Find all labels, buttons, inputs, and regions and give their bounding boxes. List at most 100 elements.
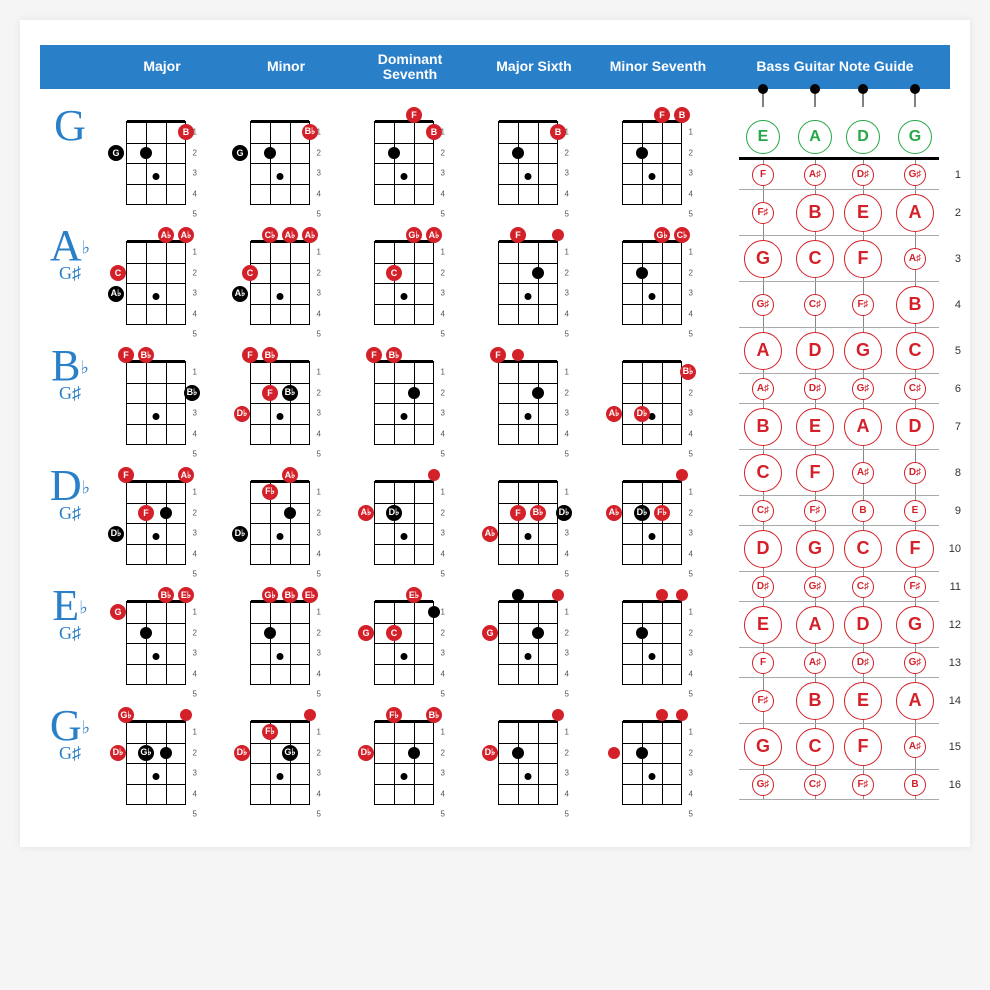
- chord-note: G♭: [138, 745, 154, 761]
- chord-note: C: [386, 625, 402, 641]
- header-min7: Minor Seventh: [596, 55, 720, 78]
- guide-note: C♯: [752, 500, 774, 522]
- chord-note: [636, 627, 648, 639]
- chord-note: C♭: [674, 227, 690, 243]
- guide-fret-number: 2: [955, 207, 961, 219]
- chord-diagram: 12345A♭D♭: [356, 467, 464, 577]
- chord-note: [608, 747, 620, 759]
- open-string-note: G: [898, 120, 932, 154]
- chord-note: D♭: [556, 505, 572, 521]
- guide-note: F: [896, 530, 934, 568]
- chord-cell: 12345A♭A♭CA♭: [100, 227, 224, 337]
- chord-note: B♭: [426, 707, 442, 723]
- chord-note: E♭: [178, 587, 194, 603]
- guide-note: G♯: [752, 294, 774, 316]
- chord-note: B♭: [386, 347, 402, 363]
- chord-cell: 12345F: [472, 227, 596, 337]
- chord-diagram: 12345G♭D♭G♭: [108, 707, 216, 817]
- guide-fret-number: 7: [955, 421, 961, 433]
- header-row: Major Minor Dominant Seventh Major Sixth…: [40, 45, 950, 89]
- guide-note: A♯: [904, 248, 926, 270]
- chord-note: A♭: [358, 505, 374, 521]
- guide-note: D: [844, 606, 882, 644]
- chord-diagram: 12345FB: [356, 107, 464, 217]
- chord-note: [428, 469, 440, 481]
- guide-note: A: [744, 332, 782, 370]
- guide-note: G: [744, 728, 782, 766]
- guide-fret-number: 13: [949, 657, 961, 669]
- chord-note: [532, 267, 544, 279]
- guide-note: B: [744, 408, 782, 446]
- chord-diagram: 12345FB♭: [356, 347, 464, 457]
- chord-note: [552, 589, 564, 601]
- guide-note: F: [796, 454, 834, 492]
- chord-note: F: [138, 505, 154, 521]
- chord-diagram: 12345F: [480, 347, 588, 457]
- header-dom7: Dominant Seventh: [348, 48, 472, 87]
- guide-note: A♯: [804, 164, 826, 186]
- chord-note: [532, 387, 544, 399]
- guide-note: B: [852, 500, 874, 522]
- chord-diagram: 12345G♭C♭: [604, 227, 712, 337]
- guide-note: G♯: [852, 378, 874, 400]
- guide-note: F♯: [804, 500, 826, 522]
- body-grid: G12345BG12345B♭G12345FB12345B12345FBA♭G♯…: [40, 107, 950, 817]
- guide-note: A: [896, 682, 934, 720]
- row-label-B: B♭G♯: [40, 347, 100, 457]
- guide-note: E: [796, 408, 834, 446]
- guide-note: D: [896, 408, 934, 446]
- chord-note: B♭: [680, 364, 696, 380]
- chord-note: [512, 349, 524, 361]
- chord-cell: 12345E♭GC: [348, 587, 472, 697]
- chord-note: A♭: [426, 227, 442, 243]
- guide-note: G: [844, 332, 882, 370]
- chord-diagram: 12345G♭B♭E♭: [232, 587, 340, 697]
- chord-note: A♭: [606, 406, 622, 422]
- chord-note: A♭: [178, 227, 194, 243]
- chord-cell: 12345B: [472, 107, 596, 217]
- chord-cell: 12345D♭: [472, 707, 596, 817]
- guide-note: D: [796, 332, 834, 370]
- chord-cell: 12345G: [472, 587, 596, 697]
- chord-note: A♭: [282, 467, 298, 483]
- chord-cell: 12345FB♭B♭: [100, 347, 224, 457]
- chord-diagram: 12345A♭F♭D♭: [232, 467, 340, 577]
- chord-cell: 12345FB♭A♭D♭: [472, 467, 596, 577]
- chord-cell: 12345B♭G: [224, 107, 348, 217]
- guide-note: B: [904, 774, 926, 796]
- chord-note: G♭: [282, 745, 298, 761]
- chord-note: G: [358, 625, 374, 641]
- chord-note: [512, 747, 524, 759]
- chord-note: B: [426, 124, 442, 140]
- chord-cell: 12345: [596, 587, 720, 697]
- guide-note: G: [796, 530, 834, 568]
- chord-cell: 12345F♭D♭G♭: [224, 707, 348, 817]
- chord-diagram: 12345BG: [108, 107, 216, 217]
- note-guide: EADG1FA♯D♯G♯2F♯BEA3GCFA♯4G♯C♯F♯B5ADGC6A♯…: [720, 107, 950, 817]
- guide-note: C: [796, 240, 834, 278]
- chord-cell: 12345FB♭: [348, 347, 472, 457]
- chord-note: C: [242, 265, 258, 281]
- guide-note: D♯: [852, 164, 874, 186]
- chord-note: [532, 627, 544, 639]
- chord-diagram: 12345: [604, 707, 712, 817]
- guide-note: C: [896, 332, 934, 370]
- chord-note: [552, 709, 564, 721]
- chord-note: F: [510, 227, 526, 243]
- chord-note: [264, 627, 276, 639]
- chord-note: G: [482, 625, 498, 641]
- chord-note: A♭: [302, 227, 318, 243]
- guide-note: F♯: [852, 294, 874, 316]
- chord-note: [264, 147, 276, 159]
- guide-note: C♯: [852, 576, 874, 598]
- chord-note: G♭: [118, 707, 134, 723]
- chord-note: [676, 589, 688, 601]
- chord-note: D♭: [386, 505, 402, 521]
- chord-note: [512, 147, 524, 159]
- chord-note: F: [654, 107, 670, 123]
- guide-note: E: [744, 606, 782, 644]
- guide-note: E: [844, 194, 882, 232]
- chord-note: C♭: [262, 227, 278, 243]
- chord-note: B♭: [282, 587, 298, 603]
- guide-fret-number: 4: [955, 299, 961, 311]
